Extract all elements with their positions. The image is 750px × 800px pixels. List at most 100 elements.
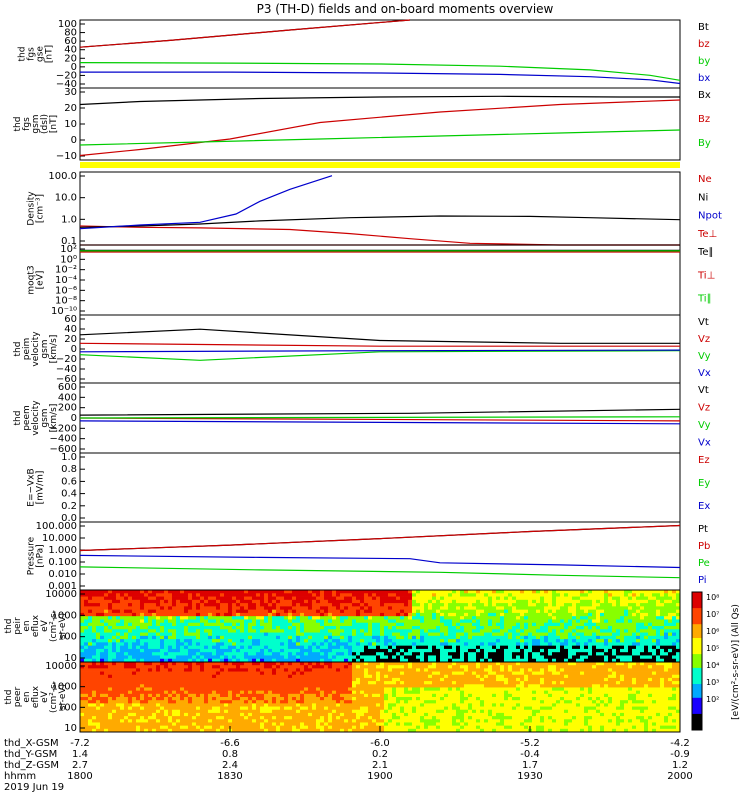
heatmap-cell xyxy=(192,593,197,597)
heatmap-cell xyxy=(448,639,453,643)
heatmap-cell xyxy=(504,606,509,611)
heatmap-cell xyxy=(108,703,113,707)
heatmap-cell xyxy=(628,596,633,601)
heatmap-cell xyxy=(496,658,501,663)
heatmap-cell xyxy=(416,652,421,656)
heatmap-cell xyxy=(92,671,97,676)
heatmap-cell xyxy=(576,626,581,630)
heatmap-cell xyxy=(212,716,217,720)
heatmap-cell xyxy=(212,709,217,714)
heatmap-cell xyxy=(480,603,485,607)
heatmap-cell xyxy=(364,612,369,617)
heatmap-cell xyxy=(268,619,273,624)
heatmap-cell xyxy=(180,709,185,714)
heatmap-cell xyxy=(536,599,541,604)
heatmap-cell xyxy=(260,603,265,607)
heatmap-cell xyxy=(504,652,509,656)
heatmap-cell xyxy=(312,645,317,650)
heatmap-cell xyxy=(168,612,173,617)
heatmap-cell xyxy=(464,616,469,620)
heatmap-cell xyxy=(120,642,125,647)
heatmap-cell xyxy=(108,687,113,692)
heatmap-cell xyxy=(520,629,525,633)
heatmap-cell xyxy=(428,622,433,627)
heatmap-cell xyxy=(504,622,509,627)
heatmap-cell xyxy=(176,706,181,711)
heatmap-cell xyxy=(188,642,193,647)
heatmap-cell xyxy=(276,712,281,717)
heatmap-cell xyxy=(172,655,177,660)
heatmap-cell xyxy=(492,658,497,663)
heatmap-cell xyxy=(124,652,129,656)
heatmap-cell xyxy=(192,665,197,669)
heatmap-cell xyxy=(248,706,253,711)
heatmap-cell xyxy=(364,606,369,611)
heatmap-cell xyxy=(176,693,181,698)
heatmap-cell xyxy=(392,622,397,627)
heatmap-cell xyxy=(364,648,369,653)
heatmap-cell xyxy=(252,593,257,597)
heatmap-cell xyxy=(632,603,637,607)
heatmap-cell xyxy=(132,635,137,640)
heatmap-cell xyxy=(288,706,293,711)
heatmap-cell xyxy=(340,616,345,620)
heatmap-cell xyxy=(404,603,409,607)
heatmap-cell xyxy=(444,655,449,660)
heatmap-cell xyxy=(104,677,109,682)
heatmap-cell xyxy=(156,639,161,643)
heatmap-cell xyxy=(548,606,553,611)
heatmap-cell xyxy=(272,626,277,630)
heatmap-cell xyxy=(236,619,241,624)
heatmap-cell xyxy=(252,648,257,653)
heatmap-cell xyxy=(340,674,345,679)
heatmap-cell xyxy=(152,684,157,688)
heatmap-cell xyxy=(328,616,333,620)
heatmap-cell xyxy=(644,622,649,627)
heatmap-cell xyxy=(172,706,177,711)
heatmap-cell xyxy=(296,671,301,676)
heatmap-cell xyxy=(504,612,509,617)
heatmap-cell xyxy=(540,603,545,607)
heatmap-cell xyxy=(180,703,185,707)
heatmap-cell xyxy=(520,609,525,614)
heatmap-cell xyxy=(340,622,345,627)
heatmap-cell xyxy=(356,622,361,627)
heatmap-cell xyxy=(440,632,445,637)
heatmap-cell xyxy=(256,635,261,640)
heatmap-cell xyxy=(304,612,309,617)
heatmap-cell xyxy=(552,590,557,594)
heatmap-cell xyxy=(184,671,189,676)
heatmap-cell xyxy=(404,632,409,637)
heatmap-cell xyxy=(592,639,597,643)
heatmap-cell xyxy=(324,662,329,666)
heatmap-cell xyxy=(512,635,517,640)
heatmap-cell xyxy=(412,619,417,624)
heatmap-cell xyxy=(128,703,133,707)
heatmap-cell xyxy=(140,655,145,660)
heatmap-cell xyxy=(308,645,313,650)
heatmap-cell xyxy=(164,719,169,723)
heatmap-cell xyxy=(656,639,661,643)
heatmap-cell xyxy=(644,593,649,597)
heatmap-cell xyxy=(280,612,285,617)
heatmap-cell xyxy=(84,687,89,692)
heatmap-cell xyxy=(188,665,193,669)
heatmap-cell xyxy=(144,706,149,711)
heatmap-cell xyxy=(80,635,85,640)
heatmap-cell xyxy=(336,662,341,666)
heatmap-cell xyxy=(332,622,337,627)
heatmap-cell xyxy=(276,632,281,637)
heatmap-cell xyxy=(408,603,413,607)
heatmap-cell xyxy=(428,599,433,604)
heatmap-cell xyxy=(156,645,161,650)
heatmap-cell xyxy=(516,612,521,617)
heatmap-cell xyxy=(380,609,385,614)
y-tick-label: −40 xyxy=(56,364,77,375)
heatmap-cell xyxy=(160,639,165,643)
heatmap-cell xyxy=(304,668,309,672)
heatmap-cell xyxy=(588,599,593,604)
heatmap-cell xyxy=(260,722,265,727)
heatmap-cell xyxy=(132,609,137,614)
heatmap-cell xyxy=(304,722,309,727)
heatmap-cell xyxy=(624,616,629,620)
